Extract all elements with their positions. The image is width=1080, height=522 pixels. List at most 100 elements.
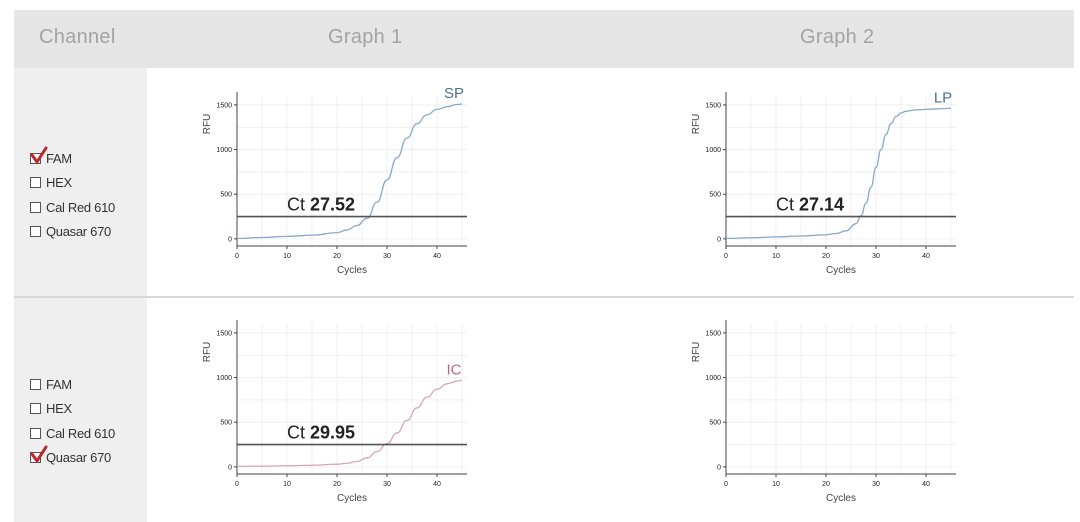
- x-tick-label: 30: [872, 253, 880, 260]
- y-tick-label: 500: [220, 420, 232, 427]
- x-tick-label: 40: [922, 481, 930, 488]
- ct-value-label: Ct 29.95: [287, 423, 355, 443]
- x-axis-label: Cycles: [826, 265, 856, 276]
- y-tick-label: 1500: [705, 330, 721, 337]
- channel-checkbox-item[interactable]: Cal Red 610: [30, 421, 115, 446]
- pcr-results-table: Channel Graph 1 Graph 2 FAM HEX Cal Red 61…: [14, 10, 1074, 522]
- amplification-chart: 0 10 20 30 40 0 500 1000 1500 Cycles RFU LP Ct 27.14: [691, 89, 956, 276]
- channel-cell: FAM HEX Cal Red 610 Quasar 670: [14, 298, 147, 522]
- channel-label: Quasar 670: [46, 224, 111, 240]
- channel-checkbox-item[interactable]: HEX: [30, 397, 115, 422]
- y-tick-label: 1000: [705, 375, 721, 382]
- channel-label: Cal Red 610: [46, 199, 115, 215]
- x-tick-label: 20: [822, 481, 830, 488]
- y-tick-label: 0: [228, 236, 232, 243]
- x-tick-label: 0: [235, 253, 239, 260]
- x-tick-label: 30: [383, 253, 391, 260]
- y-tick-label: 0: [228, 464, 232, 471]
- y-tick-label: 1500: [216, 102, 232, 109]
- y-axis-label: RFU: [691, 114, 702, 135]
- channel-label: Quasar 670: [46, 450, 111, 466]
- ct-value-label: Ct 27.14: [776, 195, 844, 215]
- ct-number: 27.14: [799, 195, 844, 215]
- y-tick-label: 500: [220, 192, 232, 199]
- x-axis-label: Cycles: [337, 265, 367, 276]
- ct-prefix: Ct: [287, 423, 310, 443]
- x-tick-label: 10: [772, 481, 780, 488]
- unchecked-checkbox[interactable]: [30, 427, 41, 439]
- channel-label: HEX: [46, 401, 72, 417]
- x-tick-label: 0: [235, 481, 239, 488]
- y-tick-label: 0: [717, 236, 721, 243]
- channel-checkbox-item[interactable]: Quasar 670: [30, 220, 115, 245]
- x-tick-label: 20: [333, 253, 341, 260]
- x-tick-label: 20: [333, 481, 341, 488]
- channel-label: FAM: [46, 376, 72, 392]
- x-tick-label: 0: [724, 481, 728, 488]
- channel-checkbox-list: FAM HEX Cal Red 610 Quasar 670: [30, 146, 115, 244]
- unchecked-checkbox[interactable]: [30, 378, 41, 390]
- unchecked-checkbox[interactable]: [30, 226, 41, 238]
- ct-number: 29.95: [310, 423, 355, 443]
- table-header: Channel Graph 1 Graph 2: [14, 10, 1074, 68]
- channel-checkbox-item[interactable]: Cal Red 610: [30, 195, 115, 220]
- unchecked-checkbox[interactable]: [30, 403, 41, 415]
- header-graph-2: Graph 2: [800, 26, 875, 48]
- table-row: FAM HEX Cal Red 610 Quasar 670 0 10 20 30 40 0 50…: [14, 68, 1074, 296]
- x-tick-label: 20: [822, 253, 830, 260]
- unchecked-checkbox[interactable]: [30, 177, 41, 189]
- ct-value-label: Ct 27.52: [287, 195, 355, 215]
- y-axis-label: RFU: [691, 342, 702, 363]
- ct-number: 27.52: [310, 195, 355, 215]
- ct-prefix: Ct: [776, 195, 799, 215]
- amplification-curve: [236, 379, 463, 468]
- y-tick-label: 1000: [216, 147, 232, 154]
- x-tick-label: 10: [283, 481, 291, 488]
- checked-checkbox[interactable]: [30, 445, 48, 464]
- ct-prefix: Ct: [287, 195, 310, 215]
- y-tick-label: 500: [709, 420, 721, 427]
- curve-label: LP: [934, 89, 952, 106]
- channel-checkbox-list: FAM HEX Cal Red 610 Quasar 670: [30, 372, 115, 470]
- amplification-chart: 0 10 20 30 40 0 500 1000 1500 Cycles RFU SP Ct 27.52: [202, 85, 467, 276]
- y-tick-label: 1500: [216, 330, 232, 337]
- x-tick-label: 0: [724, 253, 728, 260]
- x-tick-label: 10: [772, 253, 780, 260]
- channel-checkbox-item[interactable]: Quasar 670: [30, 445, 115, 471]
- curve-label: IC: [447, 361, 462, 378]
- x-axis-label: Cycles: [826, 493, 856, 504]
- x-tick-label: 10: [283, 253, 291, 260]
- amplification-chart: 0 10 20 30 40 0 500 1000 1500 Cycles RFU: [691, 320, 956, 504]
- channel-checkbox-item[interactable]: HEX: [30, 171, 115, 196]
- channel-checkbox-item[interactable]: FAM: [30, 372, 115, 397]
- y-tick-label: 500: [709, 192, 721, 199]
- curve-label: SP: [444, 85, 464, 102]
- channel-checkbox-item[interactable]: FAM: [30, 146, 115, 171]
- x-tick-label: 30: [872, 481, 880, 488]
- x-tick-label: 40: [433, 481, 441, 488]
- y-tick-label: 0: [717, 464, 721, 471]
- checked-checkbox[interactable]: [30, 146, 48, 164]
- channel-label: Cal Red 610: [46, 425, 115, 441]
- table-row: FAM HEX Cal Red 610 Quasar 670 0 10 20 30 40 0 50…: [14, 298, 1074, 522]
- header-graph-1: Graph 1: [328, 26, 403, 48]
- y-tick-label: 1500: [705, 102, 721, 109]
- amplification-chart: 0 10 20 30 40 0 500 1000 1500 Cycles RFU IC Ct 29.95: [202, 320, 467, 504]
- channel-label: FAM: [46, 150, 72, 166]
- row-divider: [14, 296, 1074, 298]
- y-axis-label: RFU: [202, 342, 213, 363]
- x-tick-label: 40: [922, 253, 930, 260]
- amplification-curve: [725, 107, 952, 240]
- check-mark-icon: [30, 146, 48, 164]
- x-tick-label: 30: [383, 481, 391, 488]
- channel-label: HEX: [46, 175, 72, 191]
- x-axis-label: Cycles: [337, 493, 367, 504]
- unchecked-checkbox[interactable]: [30, 201, 41, 213]
- channel-cell: FAM HEX Cal Red 610 Quasar 670: [14, 68, 147, 296]
- check-mark-icon: [30, 445, 48, 463]
- header-channel: Channel: [39, 26, 116, 48]
- y-tick-label: 1000: [705, 147, 721, 154]
- y-axis-label: RFU: [202, 114, 213, 135]
- x-tick-label: 40: [433, 253, 441, 260]
- amplification-curve: [236, 103, 463, 240]
